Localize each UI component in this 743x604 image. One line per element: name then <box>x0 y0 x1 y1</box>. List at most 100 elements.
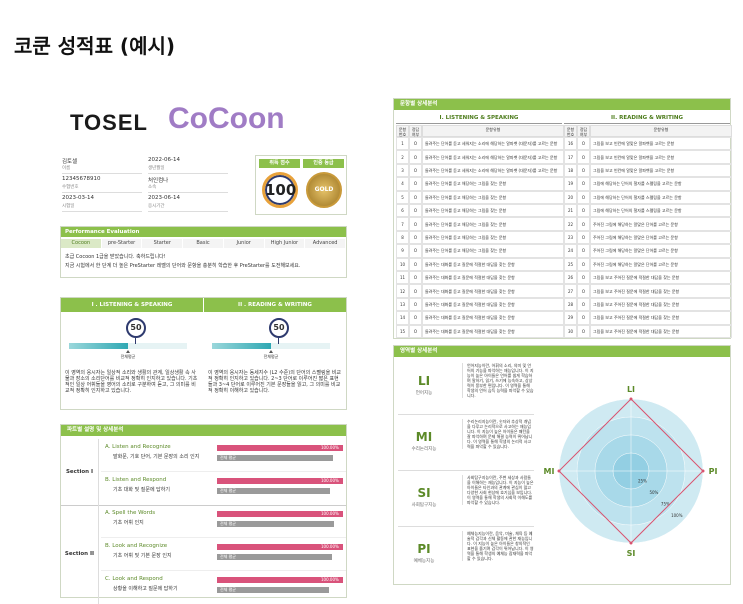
answer-mark: O <box>409 204 422 218</box>
cell-text: O <box>413 315 418 321</box>
question-type: 들려주는 대화를 듣고 질문에 적절한 대답을 찾는 문항 <box>422 271 564 285</box>
cell-text: 24 <box>567 248 574 254</box>
cell-text: O <box>581 234 586 240</box>
score-box: 취득 점수 인증 등급 100 GOLD <box>255 155 347 215</box>
cell-text: O <box>413 288 418 294</box>
cell-text: O <box>581 315 586 321</box>
question-number: 13 <box>396 297 409 312</box>
question-number: 2 <box>396 150 409 164</box>
info-divider <box>62 173 142 174</box>
question-type: 들려주는 단어를 듣고 해당하는 그림을 찾는 문항 <box>422 217 564 231</box>
question-type: 그림에 해당하는 단어의 철자를 스펠링을 고르는 문항 <box>590 177 732 191</box>
item-desc: 발화문, 기호 단어, 기본 문장의 소리 인지 <box>113 454 200 460</box>
cell-text: 16 <box>567 141 574 147</box>
question-type: 들려주는 대화를 듣고 질문에 적절한 대답을 찾는 문항 <box>422 257 564 271</box>
level-cell: Basic <box>183 239 224 248</box>
question-type: 주어진 그림에 해당하는 알맞은 단어를 고르는 문항 <box>590 244 732 258</box>
cell-text: 그림을 보고 주어진 질문에 적절한 대답을 찾는 문항 <box>593 315 680 321</box>
grade-header: 인증 등급 <box>303 159 344 168</box>
question-type: 들려주는 대화를 듣고 질문에 적절한 대답을 찾는 문항 <box>422 297 564 312</box>
info-value: 2023-06-14 <box>148 195 180 201</box>
level-cell: Cocoon <box>61 239 102 248</box>
cell-text: 7 <box>401 221 404 227</box>
score-bar <box>217 478 343 484</box>
question-number: 4 <box>396 177 409 191</box>
question-number: 24 <box>564 244 577 258</box>
cell-text: 그림을 보고 주어진 질문에 적절한 대답을 찾는 문항 <box>593 328 680 334</box>
column-header: 문항번호 <box>564 125 577 137</box>
cell-text: O <box>413 167 418 173</box>
answer-mark: O <box>577 284 590 298</box>
items-panel: 문항별 상세분석 I. LISTENING & SPEAKING 문항번호 정답여부 문… <box>393 98 732 339</box>
cell-text: O <box>413 328 418 334</box>
area-name: 언어지능 <box>415 391 433 396</box>
answer-mark: O <box>409 177 422 191</box>
question-type: 들려주는 단어를 듣고 세워지는 소리에 해당하는 알파벳 (대문자)를 고르는… <box>422 137 564 151</box>
area-text: 수리논리지능이란, 숫자와 추상적 개념을 다루고 논리적으로 사고하는 재능입… <box>462 419 534 449</box>
info-value: 김토셀 <box>62 159 78 165</box>
area-text: 언어지능이란, 어휘의 소리, 의미 및 언어의 기능을 파악하는 재능입니다.… <box>462 363 534 398</box>
cell-text: O <box>413 208 418 214</box>
item-desc: 기초 어휘 및 기본 문장 인지 <box>113 553 172 559</box>
items-title: 문항별 상세분석 <box>394 99 730 110</box>
average-label: 전체평균 <box>120 354 136 359</box>
cell-text: O <box>581 288 586 294</box>
cell-text: 1 <box>401 141 404 147</box>
column-header: 정답여부 <box>409 125 422 137</box>
cell-text: 10 <box>399 261 406 267</box>
question-number: 30 <box>564 324 577 338</box>
cell-text: 들려주는 대화를 듣고 질문에 적절한 대답을 찾는 문항 <box>425 288 515 294</box>
cell-text: 들려주는 단어를 듣고 해당하는 그림을 찾는 문항 <box>425 208 507 214</box>
cell-text: O <box>581 154 586 160</box>
level-cell: pre-Starter <box>101 239 143 248</box>
item-desc: 상황을 이해하고 질문에 답하기 <box>113 586 178 592</box>
question-number: 16 <box>564 137 577 151</box>
info-divider <box>62 211 142 212</box>
areas-title: 영역별 상세분석 <box>394 346 730 357</box>
answer-mark: O <box>577 271 590 285</box>
cell-text: 들려주는 단어를 듣고 해당하는 그림을 찾는 문항 <box>425 248 507 254</box>
cell-text: 들려주는 대화를 듣고 질문에 적절한 대답을 찾는 문항 <box>425 328 515 334</box>
score-bar <box>217 445 343 451</box>
average-bar <box>217 455 333 461</box>
average-bar <box>217 488 331 494</box>
score-stem <box>278 338 279 344</box>
question-number: 11 <box>396 271 409 285</box>
answer-mark: O <box>409 271 422 285</box>
gauge-track <box>212 343 330 349</box>
radar-tick-label: 25% <box>638 478 647 483</box>
answer-mark: O <box>577 324 590 338</box>
question-type: 그림을 보고 빈칸에 알맞은 알파벳을 고르는 문항 <box>590 150 732 164</box>
answer-mark: O <box>409 150 422 164</box>
parts-title: 파트별 설명 및 상세분석 <box>61 425 346 436</box>
gauge-bar <box>212 343 271 349</box>
answer-mark: O <box>577 257 590 271</box>
parts-panel: 파트별 설명 및 상세분석 Section I A. Listen and Reco… <box>60 424 347 604</box>
item-desc: 기초 어휘 인지 <box>113 520 144 526</box>
score-label: 100.00% <box>321 445 339 450</box>
answer-mark: O <box>409 137 422 151</box>
info-divider <box>148 211 228 212</box>
radar-point <box>557 469 561 473</box>
info-value: 2022-06-14 <box>148 157 180 163</box>
radar-axis-label: SI <box>627 549 636 558</box>
info-divider <box>62 192 142 193</box>
answer-mark: O <box>577 230 590 245</box>
question-number: 19 <box>564 177 577 191</box>
cell-text: 23 <box>567 234 574 240</box>
average-bar-label: 전체 평균 <box>220 455 236 460</box>
question-type: 그림을 보고 주어진 질문에 적절한 대답을 찾는 문항 <box>590 311 732 325</box>
answer-mark: O <box>577 150 590 164</box>
average-bar-label: 전체 평균 <box>220 554 236 559</box>
gauge-bar <box>69 343 128 349</box>
items-section-title: II. READING & WRITING <box>564 113 730 124</box>
score-stem <box>135 338 136 344</box>
question-type: 들려주는 단어를 듣고 해당하는 그림을 찾는 문항 <box>422 204 564 218</box>
info-divider <box>148 192 228 193</box>
question-number: 5 <box>396 190 409 204</box>
level-cell: Advanced <box>305 239 346 248</box>
question-type: 그림에 해당하는 단어의 철자를 스펠링을 고르는 문항 <box>590 204 732 218</box>
score-label: 100.00% <box>321 478 339 483</box>
score-bar <box>217 511 343 517</box>
question-type: 그림을 보고 주어진 질문에 적절한 대답을 찾는 문항 <box>590 284 732 298</box>
